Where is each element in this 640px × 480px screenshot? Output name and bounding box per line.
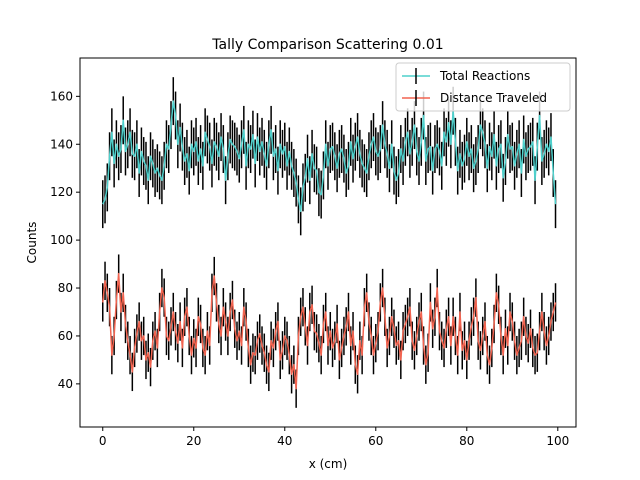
x-tick-label: 40 — [277, 434, 292, 448]
legend-box — [395, 62, 571, 112]
y-tick-label: 140 — [50, 137, 73, 151]
x-tick-label: 60 — [368, 434, 383, 448]
y-tick-label: 160 — [50, 89, 73, 103]
x-tick-label: 100 — [546, 434, 569, 448]
plot-frame — [79, 57, 577, 428]
y-tick-label: 60 — [58, 329, 73, 343]
series-line — [102, 100, 557, 213]
y-tick-label: 40 — [58, 377, 73, 391]
x-tick-label: 80 — [459, 434, 474, 448]
x-axis-label: x (cm) — [309, 457, 348, 471]
y-axis: 40 60 80 100 120 140 160 — [50, 89, 80, 391]
series-layer — [102, 77, 557, 408]
legend-label: Total Reactions — [439, 69, 530, 83]
chart-title: Tally Comparison Scattering 0.01 — [211, 37, 443, 53]
x-axis: 0 20 40 60 80 100 — [99, 427, 569, 448]
series-line — [102, 272, 557, 390]
legend: Total Reactions Distance Traveled — [395, 62, 571, 112]
series-2 — [102, 254, 557, 408]
y-tick-label: 80 — [58, 281, 73, 295]
x-tick-label: 20 — [186, 434, 201, 448]
y-tick-label: 120 — [50, 185, 73, 199]
legend-label: Distance Traveled — [440, 91, 547, 105]
y-tick-label: 100 — [50, 233, 73, 247]
y-axis-label: Counts — [25, 222, 39, 264]
series-1 — [102, 77, 557, 236]
x-tick-label: 0 — [99, 434, 107, 448]
